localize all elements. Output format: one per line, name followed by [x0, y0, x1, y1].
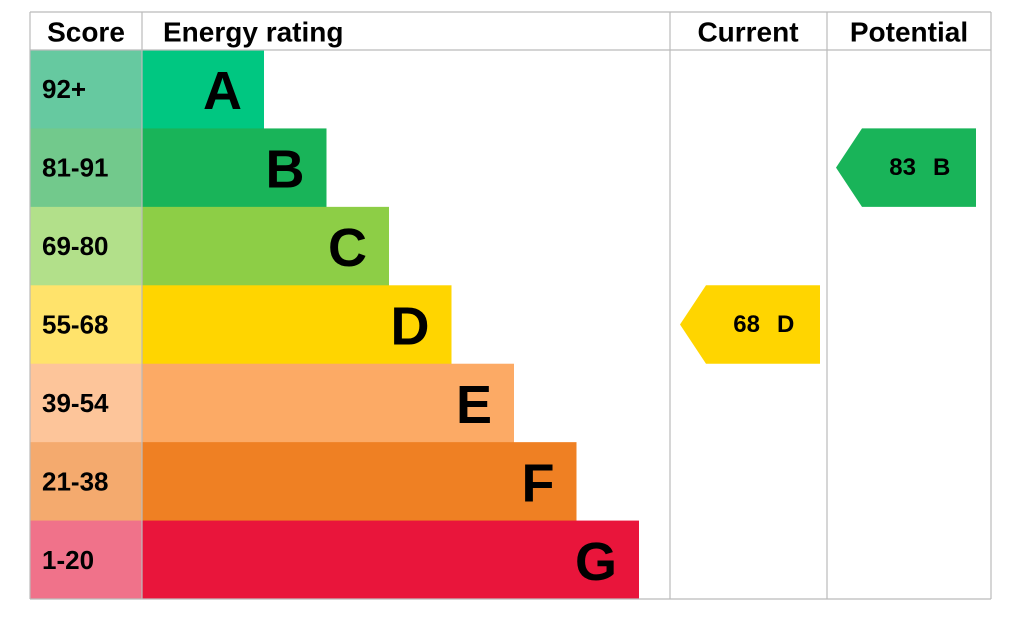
- potential-rating: B: [933, 154, 950, 181]
- score-label: 69-80: [42, 231, 109, 261]
- potential-arrow: [836, 128, 976, 207]
- score-label: 81-91: [42, 153, 109, 183]
- rating-letter: A: [203, 61, 242, 121]
- current-rating: D: [777, 311, 794, 338]
- header-current: Current: [697, 17, 798, 48]
- rating-bar: [142, 50, 264, 129]
- rating-bar: [142, 442, 577, 522]
- score-cell: [30, 442, 142, 522]
- header-potential: Potential: [850, 17, 968, 48]
- score-cell: [30, 128, 142, 208]
- header-rating: Energy rating: [163, 17, 343, 48]
- current-value: 68: [733, 311, 760, 338]
- rating-letter: G: [575, 532, 617, 592]
- rating-bar: [142, 285, 452, 365]
- header-score: Score: [47, 17, 125, 48]
- rating-letter: B: [266, 140, 305, 200]
- score-cell: [30, 50, 142, 129]
- score-cell: [30, 520, 142, 600]
- rating-letter: D: [391, 297, 430, 357]
- potential-value: 83: [889, 154, 916, 181]
- rating-letter: C: [328, 218, 367, 278]
- score-cell: [30, 363, 142, 443]
- current-arrow: [680, 285, 820, 364]
- score-label: 21-38: [42, 466, 109, 496]
- rating-letter: E: [456, 375, 492, 435]
- rating-bar: [142, 520, 639, 600]
- score-cell: [30, 206, 142, 286]
- score-cell: [30, 285, 142, 365]
- rating-letter: F: [522, 453, 555, 513]
- rating-bar: [142, 363, 514, 443]
- score-label: 1-20: [42, 545, 94, 575]
- rating-bar: [142, 128, 327, 208]
- score-label: 92+: [42, 74, 86, 104]
- score-label: 55-68: [42, 310, 109, 340]
- rating-bar: [142, 206, 389, 286]
- score-label: 39-54: [42, 388, 109, 418]
